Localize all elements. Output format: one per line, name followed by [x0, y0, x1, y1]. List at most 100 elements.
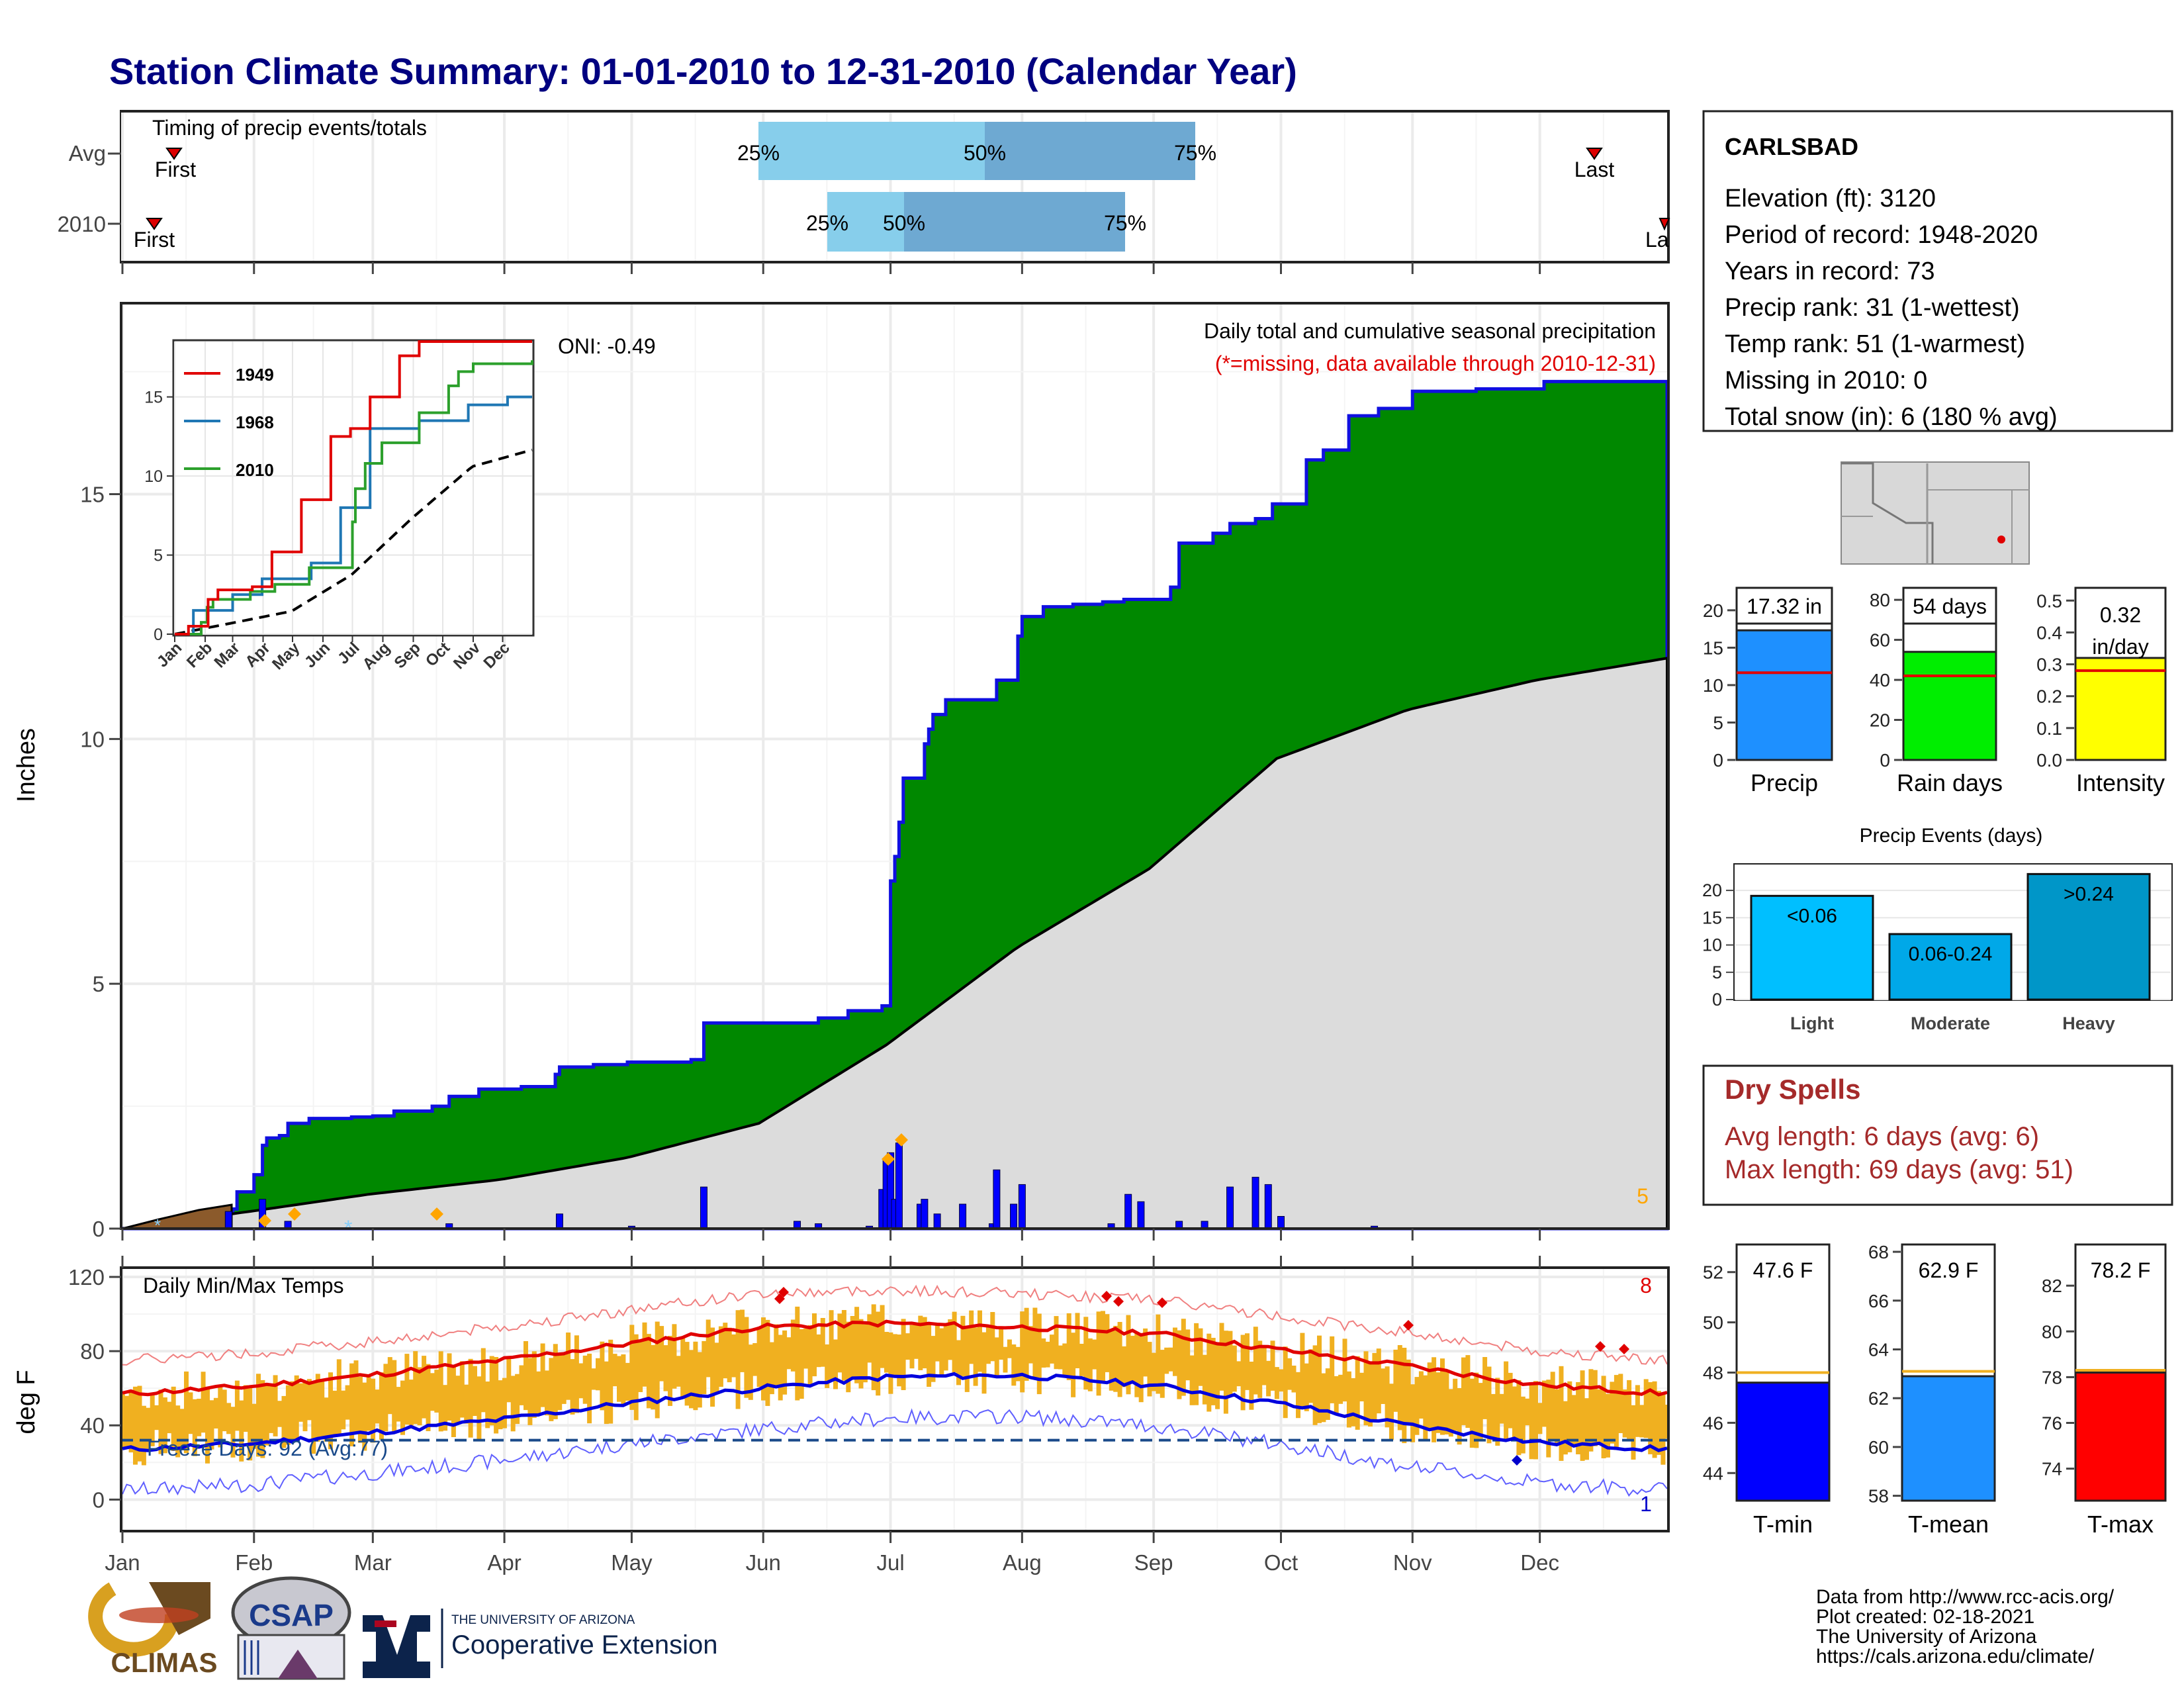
temp-day-bar — [1028, 1326, 1033, 1364]
temp-day-bar — [379, 1372, 384, 1440]
temp-day-bar — [663, 1345, 668, 1391]
temp-day-bar — [455, 1376, 461, 1423]
rain-days-value-label: 54 days — [1913, 594, 1987, 618]
temp-day-bar — [617, 1356, 621, 1402]
temp-day-bar — [277, 1401, 282, 1427]
y-tick-label: 5 — [93, 972, 105, 996]
temp-day-bar — [582, 1355, 588, 1404]
y2010-q75-label: 75% — [1104, 211, 1146, 235]
csap-logo: CSAP — [231, 1576, 351, 1680]
axis-tick-label: 80 — [1870, 590, 1890, 610]
temp-day-bar — [371, 1378, 376, 1443]
temp-day-bar — [1381, 1368, 1386, 1404]
temp-day-bar — [1661, 1394, 1666, 1465]
temp-day-bar — [756, 1328, 762, 1387]
location-map — [1841, 461, 2030, 565]
temp-day-bar — [362, 1382, 367, 1451]
temp-day-bar — [1635, 1385, 1640, 1437]
temp-day-bar — [943, 1326, 948, 1371]
temp-day-bar — [1164, 1347, 1169, 1374]
snow-count-label: 5 — [1637, 1184, 1649, 1208]
temp-day-bar — [243, 1385, 248, 1432]
temp-day-bar — [1474, 1372, 1479, 1448]
tmax-bar — [2074, 1372, 2167, 1502]
temp-day-bar — [510, 1376, 516, 1432]
inset-1968-line — [175, 395, 532, 635]
temp-day-bar — [765, 1319, 770, 1406]
axis-tick-label: 15 — [1703, 637, 1723, 658]
temp-day-bar — [807, 1325, 813, 1387]
summary-bars: 17.32 in 0 5 10 15 20 Precip 54 days 0 20 40 60… — [1703, 586, 2167, 796]
temp-day-bar — [714, 1342, 719, 1394]
snow-marker — [288, 1207, 301, 1221]
axis-tick-label: 80 — [2042, 1321, 2062, 1342]
temp-day-bar — [1041, 1338, 1046, 1368]
temp-day-bar — [1461, 1357, 1466, 1425]
inset-2010-line — [175, 360, 533, 635]
temp-day-bar — [1198, 1328, 1203, 1386]
temp-day-bar — [1368, 1361, 1373, 1427]
temp-day-bar — [1122, 1346, 1127, 1387]
temp-day-bar — [1210, 1338, 1216, 1405]
temp-day-bar — [1618, 1374, 1623, 1433]
daily-precip-bar — [224, 1211, 232, 1229]
temp-day-bar — [1597, 1389, 1602, 1443]
dry-spells-max: Max length: 69 days (avg: 51) — [1725, 1155, 2073, 1184]
daily-precip-bar — [1124, 1194, 1132, 1229]
month-label: Feb — [235, 1550, 273, 1575]
temp-day-bar — [1571, 1395, 1576, 1446]
temp-y-label: deg F — [13, 1370, 40, 1434]
temp-day-bar — [549, 1358, 554, 1421]
precip-y-axis: 0 5 10 15 — [80, 262, 1541, 1241]
temp-day-bar — [1512, 1386, 1517, 1438]
temp-day-bar — [1296, 1372, 1300, 1419]
temp-day-bar — [1652, 1381, 1657, 1458]
temp-day-bar — [1126, 1315, 1131, 1395]
temp-day-bar — [248, 1386, 253, 1461]
avg-q50-label: 50% — [964, 141, 1006, 165]
temp-day-bar — [226, 1403, 232, 1434]
temp-day-bar — [723, 1323, 728, 1379]
temp-y-tick-label: 120 — [68, 1265, 105, 1289]
temp-day-bar — [473, 1366, 477, 1416]
temp-day-bar — [1423, 1375, 1428, 1439]
station-period: Period of record: 1948-2020 — [1725, 221, 2038, 249]
temp-day-bar — [680, 1338, 686, 1399]
month-label: Aug — [1003, 1550, 1042, 1575]
timing-row-avg: Avg — [69, 141, 106, 165]
intensity-value-label: 0.32 — [2100, 603, 2141, 627]
temp-day-bar — [1113, 1325, 1118, 1392]
temp-day-bar — [1236, 1361, 1242, 1387]
axis-tick-label: 60 — [1870, 630, 1890, 651]
page-title: Station Climate Summary: 01-01-2010 to 1… — [109, 50, 1297, 92]
temp-day-bar — [430, 1373, 435, 1411]
temp-day-bar — [167, 1401, 172, 1434]
station-name: CARLSBAD — [1725, 133, 1858, 160]
month-label: Jun — [746, 1550, 781, 1575]
temp-day-bar — [612, 1354, 617, 1387]
events-axis: 0 5 10 15 20 — [1702, 880, 1734, 1009]
temp-day-bar — [1601, 1376, 1606, 1458]
events-bar-label: >0.24 — [2064, 883, 2114, 905]
temp-day-bar — [676, 1356, 681, 1387]
temp-day-bar — [328, 1372, 333, 1450]
footer-line-4: https://cals.arizona.edu/climate/ — [1816, 1646, 2095, 1667]
temp-day-bar — [939, 1328, 944, 1375]
csap-text: CSAP — [249, 1598, 334, 1632]
temp-day-bar — [213, 1397, 218, 1429]
temp-day-bar — [1045, 1341, 1050, 1368]
temp-day-bar — [574, 1335, 579, 1413]
temp-day-bar — [1610, 1382, 1615, 1444]
temp-day-bar — [1643, 1379, 1649, 1438]
temp-day-bar — [459, 1361, 465, 1418]
station-info-box: CARLSBAD Elevation (ft): 3120 Period of … — [1702, 110, 2173, 432]
temp-day-bar — [748, 1344, 753, 1400]
temp-day-bar — [769, 1342, 774, 1395]
temp-day-bar — [205, 1386, 210, 1464]
tmin-axis: 44 46 48 50 52 — [1703, 1262, 1735, 1483]
temp-day-bar — [994, 1337, 999, 1376]
temp-day-bar — [1054, 1316, 1059, 1370]
daily-temp-bars — [120, 1304, 1670, 1466]
events-bars: <0.06 0.06-0.24 >0.24 — [1750, 872, 2151, 1001]
temp-day-bar — [1346, 1371, 1351, 1428]
